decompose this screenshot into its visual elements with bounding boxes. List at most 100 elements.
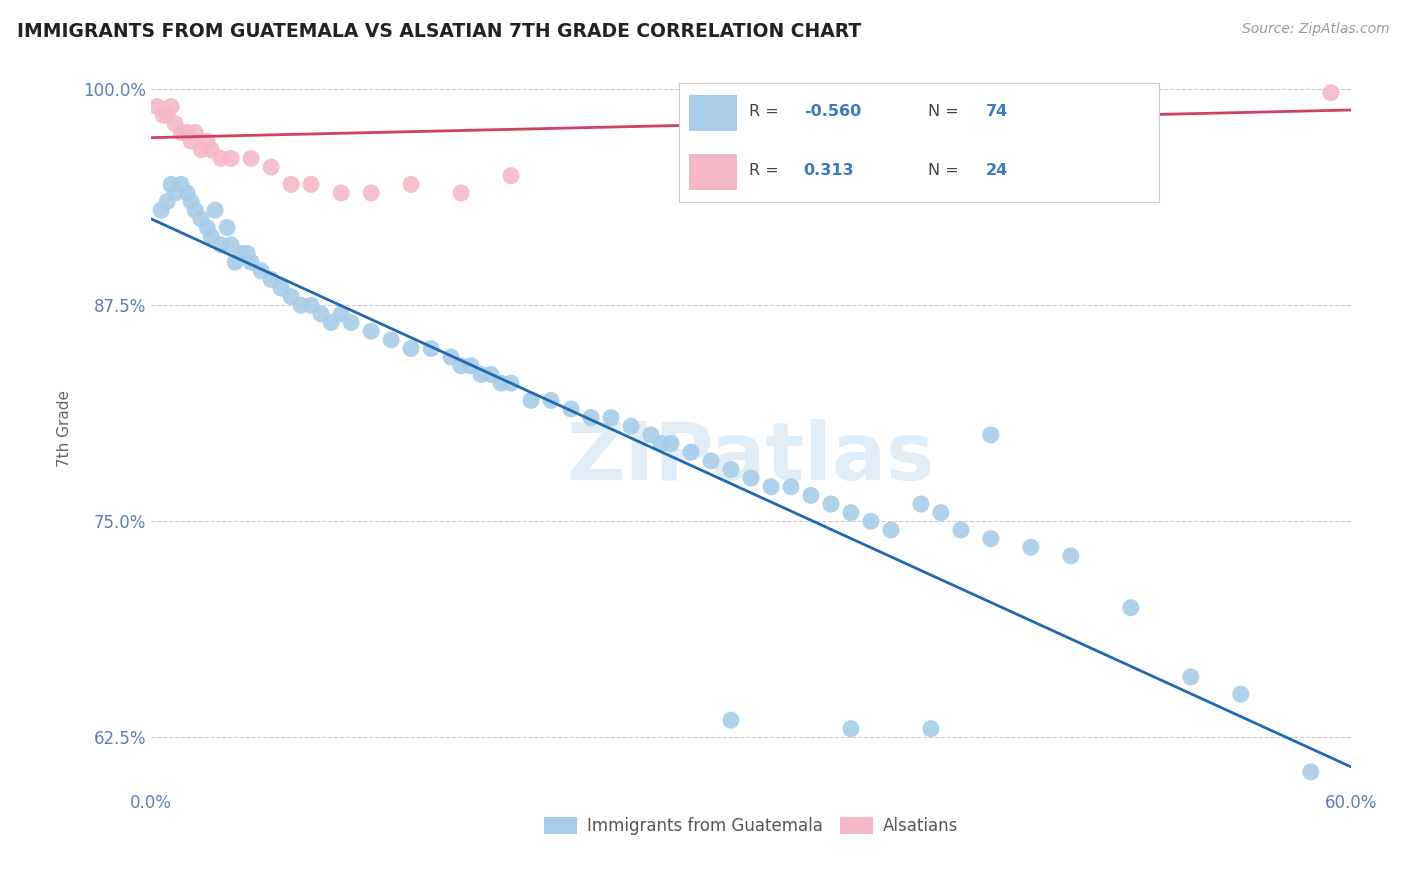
Point bbox=[1019, 541, 1042, 555]
Point bbox=[380, 333, 402, 347]
Point bbox=[190, 143, 212, 157]
Point bbox=[195, 134, 218, 148]
Point bbox=[650, 436, 672, 450]
Point bbox=[180, 194, 202, 209]
Point bbox=[340, 316, 363, 330]
Point bbox=[450, 359, 472, 373]
Point bbox=[280, 178, 302, 192]
Point bbox=[165, 117, 187, 131]
Point bbox=[270, 281, 292, 295]
Point bbox=[299, 178, 322, 192]
Point bbox=[800, 488, 823, 502]
Point bbox=[880, 523, 903, 537]
Point bbox=[700, 454, 723, 468]
Point bbox=[470, 368, 492, 382]
Point bbox=[160, 99, 183, 113]
Point bbox=[260, 160, 283, 174]
Point bbox=[659, 436, 682, 450]
Point bbox=[236, 246, 259, 260]
Point bbox=[330, 307, 353, 321]
Point bbox=[319, 316, 342, 330]
Point bbox=[1319, 86, 1341, 100]
Point bbox=[280, 290, 302, 304]
Point bbox=[200, 143, 222, 157]
Point bbox=[217, 220, 239, 235]
Point bbox=[540, 393, 562, 408]
Point bbox=[1060, 549, 1083, 563]
Point bbox=[204, 203, 226, 218]
Point bbox=[820, 497, 842, 511]
Point bbox=[839, 722, 862, 736]
Point bbox=[260, 272, 283, 286]
Point bbox=[949, 523, 972, 537]
Point bbox=[176, 126, 198, 140]
Point bbox=[859, 514, 882, 528]
Point bbox=[170, 126, 193, 140]
Point bbox=[1299, 764, 1322, 779]
Point bbox=[679, 445, 702, 459]
Point bbox=[156, 194, 179, 209]
Point bbox=[360, 186, 382, 200]
Point bbox=[1180, 670, 1202, 684]
Point bbox=[720, 713, 742, 727]
Point bbox=[146, 99, 169, 113]
Point bbox=[440, 350, 463, 364]
Point bbox=[190, 211, 212, 226]
Point bbox=[176, 186, 198, 200]
Point bbox=[920, 722, 942, 736]
Point bbox=[740, 471, 762, 485]
Point bbox=[499, 376, 522, 390]
Point bbox=[600, 410, 623, 425]
Point bbox=[450, 186, 472, 200]
Text: IMMIGRANTS FROM GUATEMALA VS ALSATIAN 7TH GRADE CORRELATION CHART: IMMIGRANTS FROM GUATEMALA VS ALSATIAN 7T… bbox=[17, 22, 860, 41]
Point bbox=[980, 532, 1002, 546]
Point bbox=[1119, 600, 1142, 615]
Point bbox=[399, 342, 422, 356]
Point bbox=[839, 506, 862, 520]
Point bbox=[184, 203, 207, 218]
Point bbox=[910, 497, 932, 511]
Text: Source: ZipAtlas.com: Source: ZipAtlas.com bbox=[1241, 22, 1389, 37]
Legend: Immigrants from Guatemala, Alsatians: Immigrants from Guatemala, Alsatians bbox=[544, 817, 959, 835]
Point bbox=[360, 324, 382, 338]
Point bbox=[224, 255, 246, 269]
Point bbox=[299, 298, 322, 312]
Point bbox=[184, 126, 207, 140]
Point bbox=[309, 307, 332, 321]
Text: ZIPatlas: ZIPatlas bbox=[567, 418, 935, 497]
Point bbox=[579, 410, 602, 425]
Point bbox=[209, 152, 232, 166]
Point bbox=[330, 186, 353, 200]
Point bbox=[720, 462, 742, 476]
Point bbox=[229, 246, 252, 260]
Y-axis label: 7th Grade: 7th Grade bbox=[58, 391, 72, 467]
Point bbox=[170, 178, 193, 192]
Point bbox=[240, 152, 263, 166]
Point bbox=[165, 186, 187, 200]
Point bbox=[499, 169, 522, 183]
Point bbox=[1229, 687, 1251, 701]
Point bbox=[240, 255, 263, 269]
Point bbox=[156, 108, 179, 122]
Point bbox=[780, 480, 803, 494]
Point bbox=[180, 134, 202, 148]
Point bbox=[620, 419, 643, 434]
Point bbox=[250, 264, 273, 278]
Point bbox=[460, 359, 482, 373]
Point bbox=[479, 368, 502, 382]
Point bbox=[640, 428, 662, 442]
Point bbox=[489, 376, 512, 390]
Point bbox=[980, 428, 1002, 442]
Point bbox=[929, 506, 952, 520]
Point bbox=[219, 237, 242, 252]
Point bbox=[520, 393, 543, 408]
Point bbox=[150, 203, 173, 218]
Point bbox=[209, 237, 232, 252]
Point bbox=[399, 178, 422, 192]
Point bbox=[290, 298, 312, 312]
Point bbox=[560, 402, 582, 417]
Point bbox=[759, 480, 782, 494]
Point bbox=[160, 178, 183, 192]
Point bbox=[200, 229, 222, 244]
Point bbox=[152, 108, 174, 122]
